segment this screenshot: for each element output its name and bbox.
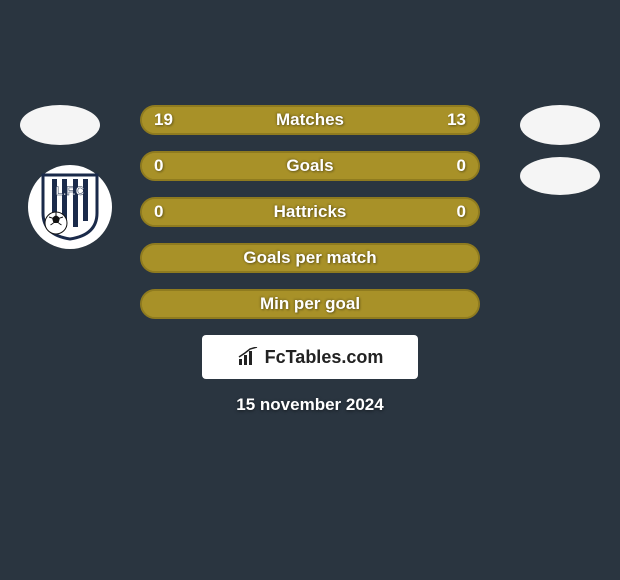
comparison-content: L.F.C Matches1913Goals00Hattricks00Goals… [0,105,620,415]
player2-club-avatar [520,157,600,195]
comparison-bars: Matches1913Goals00Hattricks00Goals per m… [140,105,480,319]
branding-badge: FcTables.com [202,335,418,379]
chart-icon [237,347,259,367]
stat-value-left: 19 [154,107,173,133]
date-text: 15 november 2024 [0,395,620,415]
stat-label: Matches [142,107,478,133]
stat-label: Min per goal [142,291,478,317]
stat-label: Goals per match [142,245,478,271]
stat-value-left: 0 [154,153,163,179]
stat-bar: Goals per match [140,243,480,273]
player1-club-logo: L.F.C [28,165,112,249]
svg-text:L.F.C: L.F.C [56,184,85,198]
stat-value-right: 0 [457,153,466,179]
player1-avatar [20,105,100,145]
stat-label: Goals [142,153,478,179]
stat-label: Hattricks [142,199,478,225]
stat-value-right: 0 [457,199,466,225]
stat-bar: Hattricks0 0 [140,197,480,227]
stat-bar: Min per goal [140,289,480,319]
branding-text: FcTables.com [265,347,384,368]
stat-value-left: 0 [154,199,163,225]
stat-value-right: 13 [447,107,466,133]
stat-bar: Goals0 0 [140,151,480,181]
club-shield-icon: L.F.C [41,173,99,241]
player2-avatar [520,105,600,145]
stat-bar: Matches19 13 [140,105,480,135]
